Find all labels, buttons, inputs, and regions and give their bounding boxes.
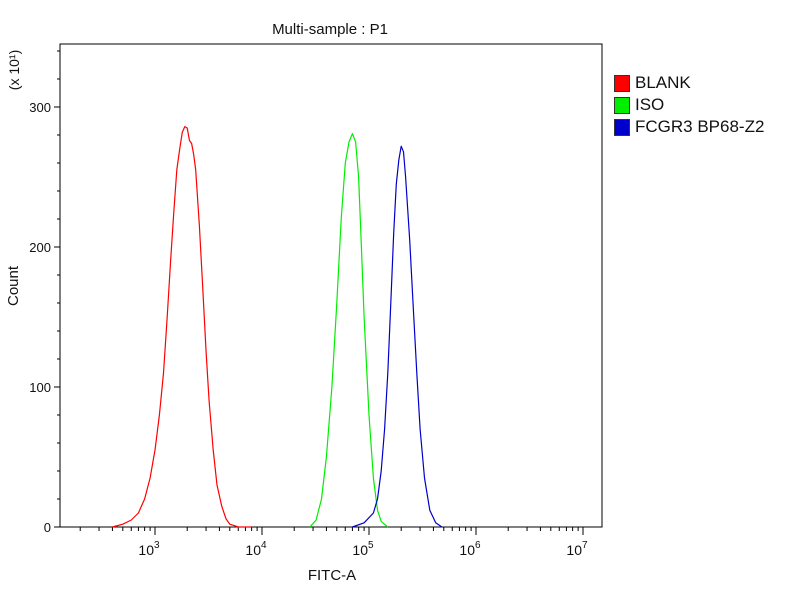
legend-swatch — [614, 74, 630, 92]
legend-label: BLANK — [635, 73, 691, 92]
series-curves — [112, 125, 443, 528]
series-line-1 — [112, 125, 252, 528]
legend-item-blank: BLANK — [614, 72, 764, 94]
x-tick-label: 107 — [566, 540, 588, 558]
legend-item-fcgr3: FCGR3 BP68-Z2 — [614, 116, 764, 138]
y-tick-label: 0 — [44, 520, 51, 535]
y-multiplier-label: (x 10¹) — [6, 50, 22, 90]
x-tick-label: 104 — [245, 540, 267, 558]
y-tick-label: 100 — [29, 380, 51, 395]
chart-legend: BLANK ISO FCGR3 BP68-Z2 — [614, 72, 764, 138]
y-tick-label: 300 — [29, 100, 51, 115]
legend-item-iso: ISO — [614, 94, 764, 116]
series-line-2 — [309, 133, 389, 528]
legend-swatch — [614, 96, 630, 114]
legend-label: ISO — [635, 95, 665, 114]
plot-frame — [59, 43, 603, 528]
legend-swatch — [614, 118, 630, 136]
x-tick-label: 103 — [138, 540, 160, 558]
chart-title: Multi-sample : P1 — [272, 21, 388, 38]
series-line-3 — [352, 145, 443, 528]
x-axis-label: FITC-A — [308, 567, 356, 584]
y-axis-label: Count — [5, 265, 22, 306]
y-tick-label: 200 — [29, 240, 51, 255]
legend-label: FCGR3 BP68-Z2 — [635, 117, 765, 136]
axis-ticks: 0 100 200 300 103 104 105 106 107 — [29, 50, 588, 558]
x-tick-label: 105 — [352, 540, 374, 558]
x-tick-label: 106 — [459, 540, 481, 558]
